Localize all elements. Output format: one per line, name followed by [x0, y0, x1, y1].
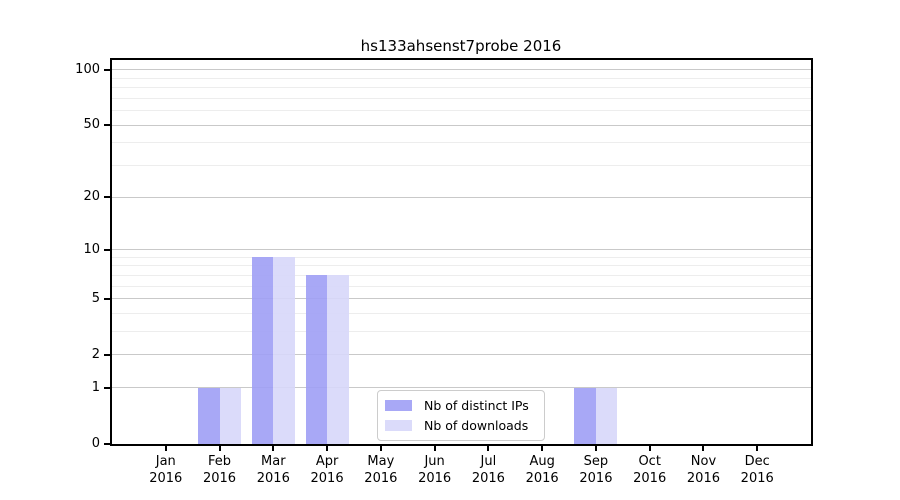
legend-item: Nb of downloads	[385, 417, 536, 434]
x-axis-tick-label: Oct 2016	[633, 454, 667, 486]
legend-label: Nb of distinct IPs	[424, 398, 529, 413]
y-axis-tick	[104, 124, 110, 127]
gridline-major	[112, 387, 811, 389]
x-axis-tick-label: Apr 2016	[310, 454, 344, 486]
x-axis-tick	[164, 446, 167, 451]
x-axis-tick-label: Jun 2016	[418, 454, 452, 486]
x-axis-tick-label: Jan 2016	[149, 454, 183, 486]
chart-title: hs133ahsenst7probe 2016	[360, 37, 562, 55]
bar-distinct-ips	[574, 387, 596, 444]
bar-downloads	[219, 387, 242, 444]
gridline-major	[112, 354, 811, 356]
x-axis-tick	[756, 446, 759, 451]
gridline-minor	[112, 77, 811, 79]
x-axis-tick	[326, 446, 329, 451]
legend-label: Nb of downloads	[424, 418, 529, 433]
x-axis-tick	[541, 446, 544, 451]
y-axis-tick-label: 1	[91, 379, 100, 395]
x-axis-tick	[594, 446, 597, 451]
y-axis-tick-label: 10	[83, 241, 100, 257]
x-axis-tick-label: Jul 2016	[471, 454, 505, 486]
bar-downloads	[327, 275, 349, 444]
x-axis-tick-label: Mar 2016	[256, 454, 290, 486]
gridline-minor	[112, 87, 811, 89]
legend-swatch	[385, 400, 412, 411]
gridline-minor	[112, 331, 811, 333]
x-axis-tick-label: Dec 2016	[740, 454, 774, 486]
gridline-minor	[112, 313, 811, 314]
x-axis-tick-label: Sep 2016	[579, 454, 613, 486]
y-axis-tick-label: 5	[91, 290, 100, 306]
y-axis-tick	[104, 248, 110, 251]
gridline-major	[112, 124, 811, 126]
x-axis-tick	[379, 446, 382, 451]
x-axis-tick-label: Feb 2016	[202, 454, 237, 486]
bar-downloads	[273, 257, 295, 444]
y-axis-tick-label: 20	[83, 189, 100, 205]
y-axis-tick-label: 50	[83, 117, 100, 133]
y-axis-tick	[104, 196, 110, 199]
gridline-major	[112, 196, 811, 198]
plot-area: 0 1 2 5 10 20 50 100 Jan 2016 Feb 2016 Mar 2016 Apr 201…	[75, 58, 813, 486]
x-axis-tick	[487, 446, 490, 451]
bar-downloads	[595, 387, 618, 444]
x-axis-tick	[648, 446, 651, 451]
x-axis-tick	[218, 446, 221, 451]
gridline-major	[112, 249, 811, 251]
bar-distinct-ips	[305, 275, 328, 444]
x-axis-tick-label: Aug 2016	[525, 454, 559, 486]
legend-swatch	[385, 420, 412, 431]
gridline-major	[112, 298, 811, 300]
gridline-minor	[112, 285, 811, 287]
y-axis-tick	[104, 297, 110, 300]
gridline-minor	[112, 274, 811, 276]
bar-distinct-ips	[251, 257, 274, 444]
x-axis-tick	[433, 446, 436, 451]
legend: Nb of distinct IPs Nb of downloads	[377, 390, 545, 441]
y-axis-tick	[104, 68, 110, 71]
gridline-minor	[112, 142, 811, 144]
legend-item: Nb of distinct IPs	[385, 397, 536, 414]
gridline-major	[112, 69, 811, 71]
x-axis-tick	[702, 446, 705, 451]
y-axis-tick	[104, 353, 110, 356]
gridline-minor	[112, 265, 811, 267]
gridline-minor	[112, 256, 811, 258]
y-axis-tick	[104, 443, 110, 445]
bar-distinct-ips	[198, 387, 220, 444]
y-axis-tick-label: 0	[91, 436, 100, 451]
gridline-minor	[112, 97, 811, 99]
x-axis-tick-label: May 2016	[364, 454, 398, 486]
gridline-minor	[112, 165, 811, 167]
x-axis-tick-label: Nov 2016	[686, 454, 720, 486]
x-axis-tick	[272, 446, 275, 451]
y-axis-tick-label: 100	[75, 61, 100, 77]
y-axis-tick-label: 2	[91, 346, 100, 362]
y-axis-tick	[104, 386, 110, 389]
gridline-minor	[112, 110, 811, 112]
